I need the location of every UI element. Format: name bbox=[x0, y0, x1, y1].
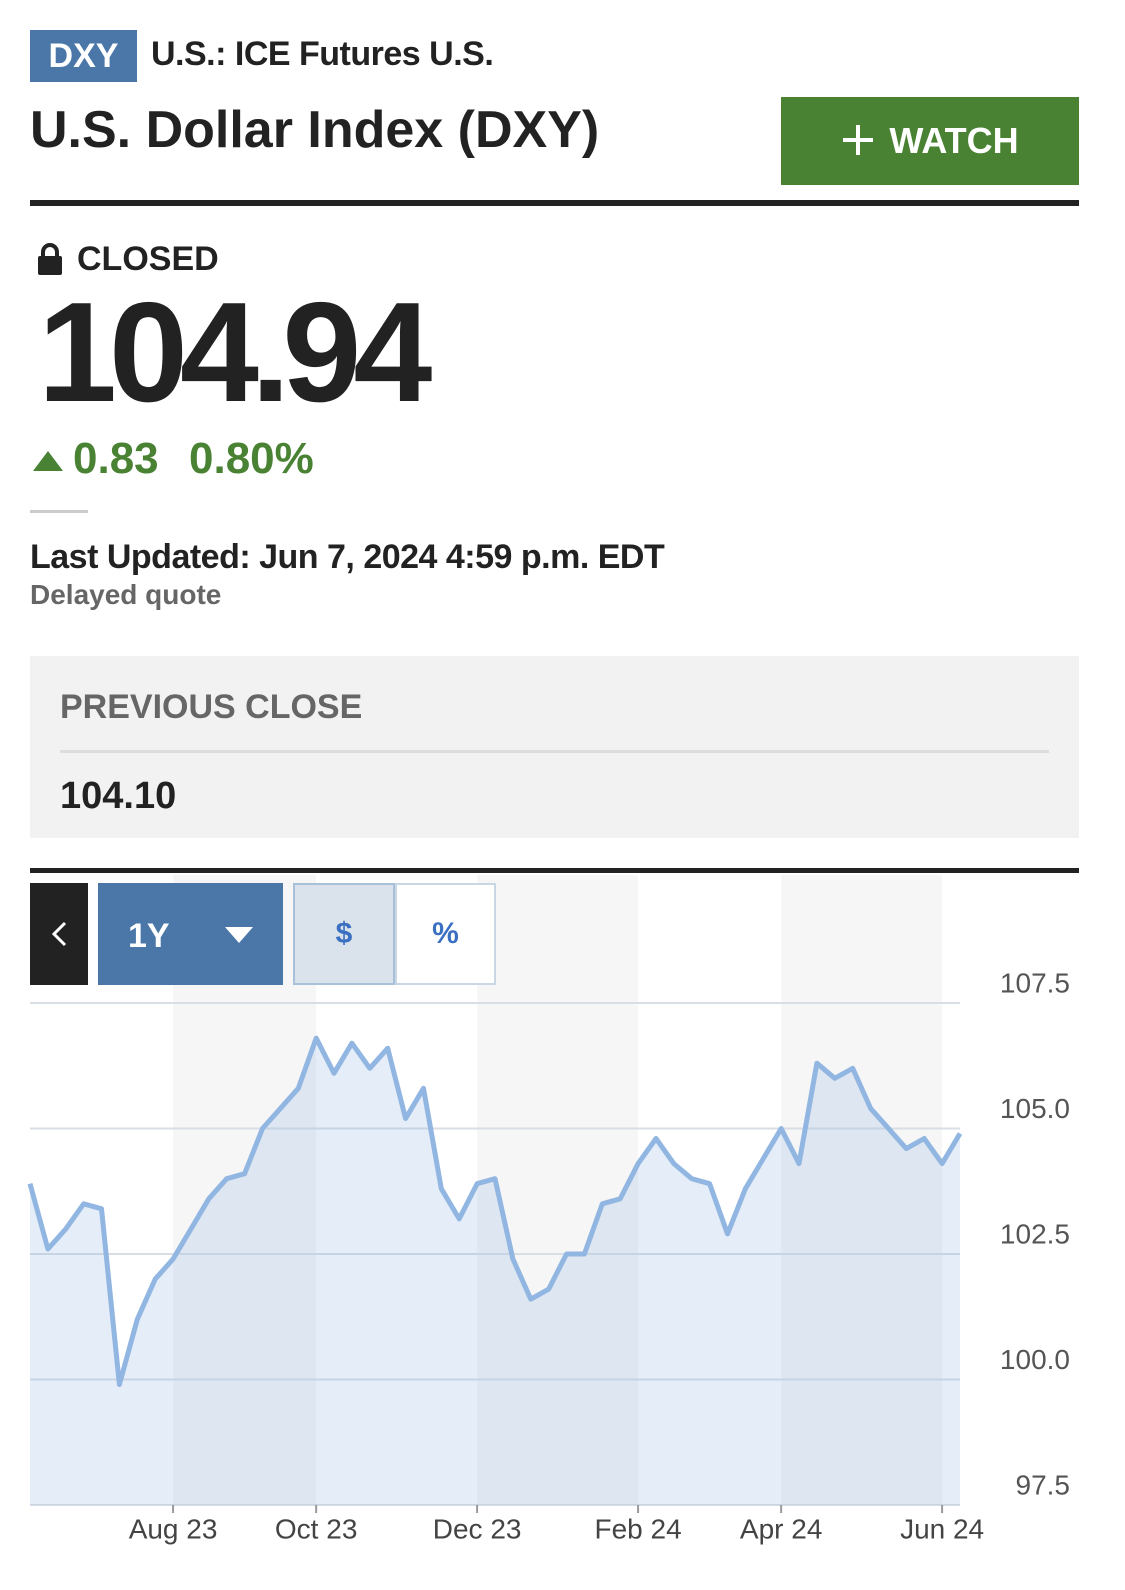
separator bbox=[60, 750, 1049, 753]
percent-toggle[interactable]: % bbox=[395, 883, 496, 985]
previous-close-label: PREVIOUS CLOSE bbox=[60, 688, 363, 726]
previous-close-panel: PREVIOUS CLOSE 104.10 bbox=[30, 656, 1079, 838]
chevron-icon bbox=[51, 921, 67, 947]
y-tick-label: 100.0 bbox=[1000, 1344, 1070, 1375]
watch-button[interactable]: WATCH bbox=[781, 97, 1079, 185]
exchange: U.S.: ICE Futures U.S. bbox=[151, 35, 494, 73]
up-arrow bbox=[33, 451, 63, 471]
range-dropdown[interactable]: 1Y bbox=[98, 883, 283, 985]
previous-close-value: 104.10 bbox=[60, 775, 177, 817]
delay-note: Delayed quote bbox=[30, 579, 222, 610]
divider bbox=[30, 200, 1079, 206]
watch-label: WATCH bbox=[889, 120, 1019, 161]
area bbox=[30, 1038, 960, 1505]
x-tick-label: Oct 23 bbox=[275, 1513, 357, 1544]
dropdown-arrow bbox=[225, 927, 253, 943]
x-tick-label: Apr 24 bbox=[740, 1513, 823, 1544]
y-tick-label: 107.5 bbox=[1000, 967, 1070, 998]
range-label: 1Y bbox=[128, 917, 170, 955]
plus-icon bbox=[843, 125, 874, 155]
ticker-badge: DXY bbox=[30, 30, 137, 82]
page-title: U.S. Dollar Index (DXY) bbox=[30, 101, 600, 159]
divider bbox=[30, 868, 1079, 873]
lock-icon bbox=[38, 243, 62, 275]
last-updated: Last Updated: Jun 7, 2024 4:59 p.m. EDT bbox=[30, 538, 665, 576]
x-tick-label: Jun 24 bbox=[900, 1513, 984, 1544]
price-change: 0.83 bbox=[73, 434, 159, 483]
percent-change: 0.80% bbox=[189, 434, 314, 483]
price-line bbox=[27, 1035, 963, 1387]
dollar-toggle[interactable]: $ bbox=[293, 883, 395, 985]
price: 104.94 bbox=[38, 273, 432, 432]
separator bbox=[30, 510, 88, 513]
y-tick-label: 105.0 bbox=[1000, 1093, 1070, 1124]
y-tick-label: 102.5 bbox=[1000, 1218, 1070, 1249]
x-tick-label: Aug 23 bbox=[129, 1513, 218, 1544]
market-status: CLOSED bbox=[77, 240, 219, 278]
y-tick-label: 97.5 bbox=[1016, 1469, 1071, 1500]
x-tick-label: Dec 23 bbox=[433, 1513, 522, 1544]
x-tick-label: Feb 24 bbox=[594, 1513, 681, 1544]
scroll-left-button[interactable] bbox=[30, 883, 88, 985]
